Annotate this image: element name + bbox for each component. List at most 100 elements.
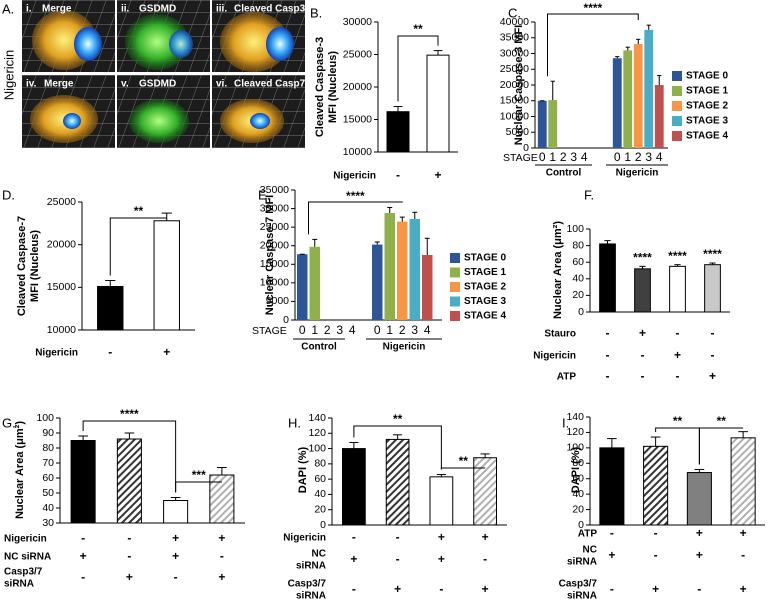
panel-label: A. bbox=[2, 1, 14, 16]
panel-label: E. bbox=[258, 187, 270, 202]
stage-tick-label: 3 bbox=[411, 323, 418, 337]
condition-sign: + bbox=[482, 582, 489, 596]
panel-label: D. bbox=[2, 187, 15, 202]
significance-label: ** bbox=[673, 414, 683, 428]
significance-bracket bbox=[440, 467, 486, 470]
image-caption: Merge bbox=[44, 79, 74, 90]
condition-sign: - bbox=[81, 570, 85, 584]
condition-sign: - bbox=[654, 526, 658, 540]
condition-sign: + bbox=[639, 326, 646, 340]
y-tick-label: 35000 bbox=[500, 32, 529, 44]
condition-sign: + bbox=[350, 552, 357, 566]
y-tick-label: 40 bbox=[314, 488, 326, 500]
y-tick-label: 100 bbox=[308, 442, 326, 454]
row-label: NC bbox=[583, 545, 597, 556]
stage-tick-label: 0 bbox=[299, 323, 306, 337]
significance-bracket bbox=[82, 420, 177, 493]
y-tick-label: 120 bbox=[308, 427, 326, 439]
y-tick-label: 90 bbox=[42, 427, 54, 439]
stage-tick-label: 3 bbox=[570, 150, 577, 164]
x-axis-label: STAGE bbox=[503, 152, 538, 164]
row-label: Nigericin bbox=[533, 351, 576, 362]
bar bbox=[385, 438, 410, 526]
y-tick-label: 30 bbox=[42, 517, 54, 529]
image-caption: Cleaved Casp7 bbox=[234, 79, 306, 90]
significance-bracket bbox=[109, 217, 167, 276]
y-tick-label: 30000 bbox=[343, 16, 372, 28]
condition-sign: - bbox=[352, 582, 356, 596]
condition-sign: + bbox=[172, 531, 179, 545]
legend-label: STAGE 2 bbox=[464, 282, 506, 293]
panel-label: B. bbox=[310, 5, 322, 20]
stage-tick-label: 1 bbox=[386, 323, 393, 337]
bar bbox=[429, 476, 454, 526]
y-tick-label: 60 bbox=[572, 472, 584, 484]
panel-label: I. bbox=[562, 415, 569, 430]
legend-label: STAGE 4 bbox=[686, 131, 728, 142]
micrograph: i. Merge bbox=[22, 0, 115, 72]
condition-sign: - bbox=[676, 326, 680, 340]
condition-sign: + bbox=[126, 570, 133, 584]
condition-sign: - bbox=[641, 369, 645, 383]
group-label: Nigericin bbox=[383, 342, 426, 353]
y-tick-label: 40 bbox=[572, 273, 584, 285]
y-tick-label: 10000 bbox=[260, 277, 289, 289]
condition-sign: - bbox=[127, 531, 131, 545]
condition-sign: + bbox=[218, 570, 225, 584]
y-tick-label: 100 bbox=[566, 223, 584, 235]
condition-sign: - bbox=[396, 168, 400, 182]
significance-bracket bbox=[308, 201, 403, 235]
condition-sign: - bbox=[483, 552, 487, 566]
y-tick-label: 30000 bbox=[260, 202, 289, 214]
legend-label: STAGE 2 bbox=[686, 101, 728, 112]
bar bbox=[643, 445, 669, 526]
panel-label: H. bbox=[288, 415, 301, 430]
y-tick-label: 140 bbox=[308, 412, 326, 424]
significance-label: **** bbox=[703, 247, 722, 261]
significance-label: ** bbox=[717, 414, 727, 428]
significance-label: *** bbox=[192, 468, 206, 482]
y-tick-label: 120 bbox=[566, 426, 584, 438]
condition-sign: - bbox=[610, 526, 614, 540]
row-label: Nigericin bbox=[333, 171, 376, 182]
condition-sign: - bbox=[352, 530, 356, 544]
image-numeral: i. bbox=[26, 4, 32, 15]
bar bbox=[704, 264, 721, 313]
significance-bracket bbox=[353, 425, 442, 470]
stage-tick-label: 2 bbox=[324, 323, 331, 337]
condition-sign: - bbox=[654, 548, 658, 562]
bar bbox=[297, 254, 308, 320]
y-tick-label: 100 bbox=[566, 442, 584, 454]
condition-sign: + bbox=[163, 345, 170, 359]
condition-sign: + bbox=[434, 168, 441, 182]
y-tick-label: 70 bbox=[42, 457, 54, 469]
y-tick-label: 25000 bbox=[343, 48, 372, 60]
legend-swatch bbox=[450, 253, 460, 263]
stage-tick-label: 4 bbox=[656, 150, 663, 164]
y-tick-label: 20 bbox=[314, 503, 326, 515]
micrograph: ii. GSDMD bbox=[117, 0, 210, 72]
condition-sign: - bbox=[610, 582, 614, 596]
row-label: Casp3/7 bbox=[288, 579, 327, 590]
y-axis-label: Nuclear Caspase-7 MFI bbox=[264, 195, 276, 315]
condition-sign: - bbox=[697, 582, 701, 596]
y-tick-label: 40 bbox=[572, 488, 584, 500]
condition-sign: - bbox=[606, 369, 610, 383]
row-label: NC bbox=[312, 549, 326, 560]
y-tick-label: 20 bbox=[572, 289, 584, 301]
bar bbox=[623, 50, 633, 148]
y-tick-label: 20 bbox=[572, 503, 584, 515]
y-tick-label: 0 bbox=[578, 519, 584, 531]
bar bbox=[409, 218, 420, 320]
row-label: ATP bbox=[578, 529, 598, 540]
stage-tick-label: 0 bbox=[614, 150, 621, 164]
legend-label: STAGE 0 bbox=[464, 253, 506, 264]
condition-sign: - bbox=[127, 549, 131, 563]
image-numeral: iii. bbox=[216, 4, 227, 15]
legend-swatch bbox=[672, 101, 682, 111]
condition-sign: - bbox=[174, 570, 178, 584]
significance-bracket bbox=[547, 13, 639, 77]
condition-sign: - bbox=[741, 548, 745, 562]
condition-sign: + bbox=[652, 582, 659, 596]
group-label: Control bbox=[301, 342, 337, 353]
